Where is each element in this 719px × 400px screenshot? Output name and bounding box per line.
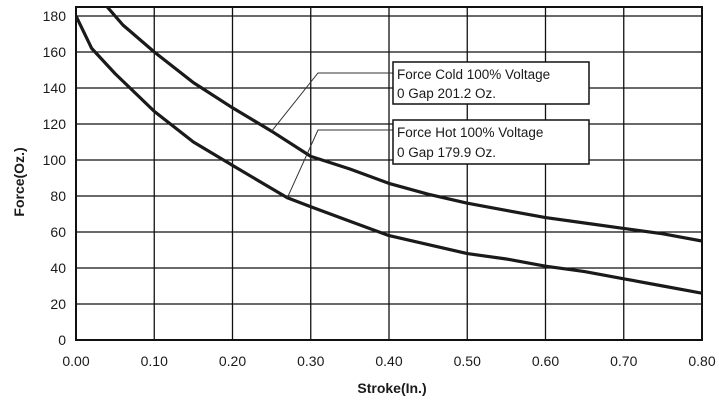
series-line-cold	[105, 7, 702, 243]
annotation-cold-line1: Force Cold 100% Voltage	[397, 67, 550, 82]
x-tick-label: 0.10	[141, 353, 168, 369]
y-tick-label: 20	[50, 296, 66, 312]
series-line-hot	[76, 15, 702, 295]
annotation-cold-box	[392, 61, 590, 105]
annotation-leader-cold	[271, 72, 393, 132]
y-tick-label: 0	[58, 332, 66, 348]
y-tick-label: 140	[43, 80, 67, 96]
x-tick-labels: 0.00 0.10 0.20 0.30 0.40 0.50 0.60 0.70 0.80	[62, 353, 715, 369]
y-tick-labels: 0 20 40 60 80 100 120 140 160 180	[43, 8, 67, 348]
y-tick-label: 80	[50, 188, 66, 204]
x-tick-label: 0.40	[375, 353, 402, 369]
annotation-cold: Force Cold 100% Voltage 0 Gap 201.2 Oz.	[392, 61, 590, 105]
annotation-hot-line2: 0 Gap 179.9 Oz.	[397, 145, 496, 160]
x-tick-label: 0.30	[297, 353, 324, 369]
y-tick-label: 160	[43, 44, 67, 60]
annotation-hot-box	[392, 119, 590, 165]
x-tick-label: 0.80	[688, 353, 715, 369]
x-tick-label: 0.00	[62, 353, 89, 369]
series-lines	[76, 7, 702, 295]
y-tick-label: 180	[43, 8, 67, 24]
annotation-cold-line2: 0 Gap 201.2 Oz.	[397, 86, 496, 101]
y-tick-label: 120	[43, 116, 67, 132]
grid-lines	[75, 7, 703, 341]
x-axis-title: Stroke(In.)	[357, 380, 426, 396]
annotation-hot-line1: Force Hot 100% Voltage	[397, 125, 543, 140]
y-tick-label: 40	[50, 260, 66, 276]
y-tick-label: 60	[50, 224, 66, 240]
x-tick-label: 0.60	[532, 353, 559, 369]
x-tick-label: 0.50	[454, 353, 481, 369]
annotation-hot: Force Hot 100% Voltage 0 Gap 179.9 Oz.	[392, 119, 590, 165]
x-tick-label: 0.70	[610, 353, 637, 369]
annotation-leader-hot	[286, 129, 393, 199]
y-tick-label: 100	[43, 152, 67, 168]
y-axis-title: Force(Oz.)	[11, 147, 27, 216]
plot-frame	[75, 6, 703, 341]
x-tick-label: 0.20	[219, 353, 246, 369]
